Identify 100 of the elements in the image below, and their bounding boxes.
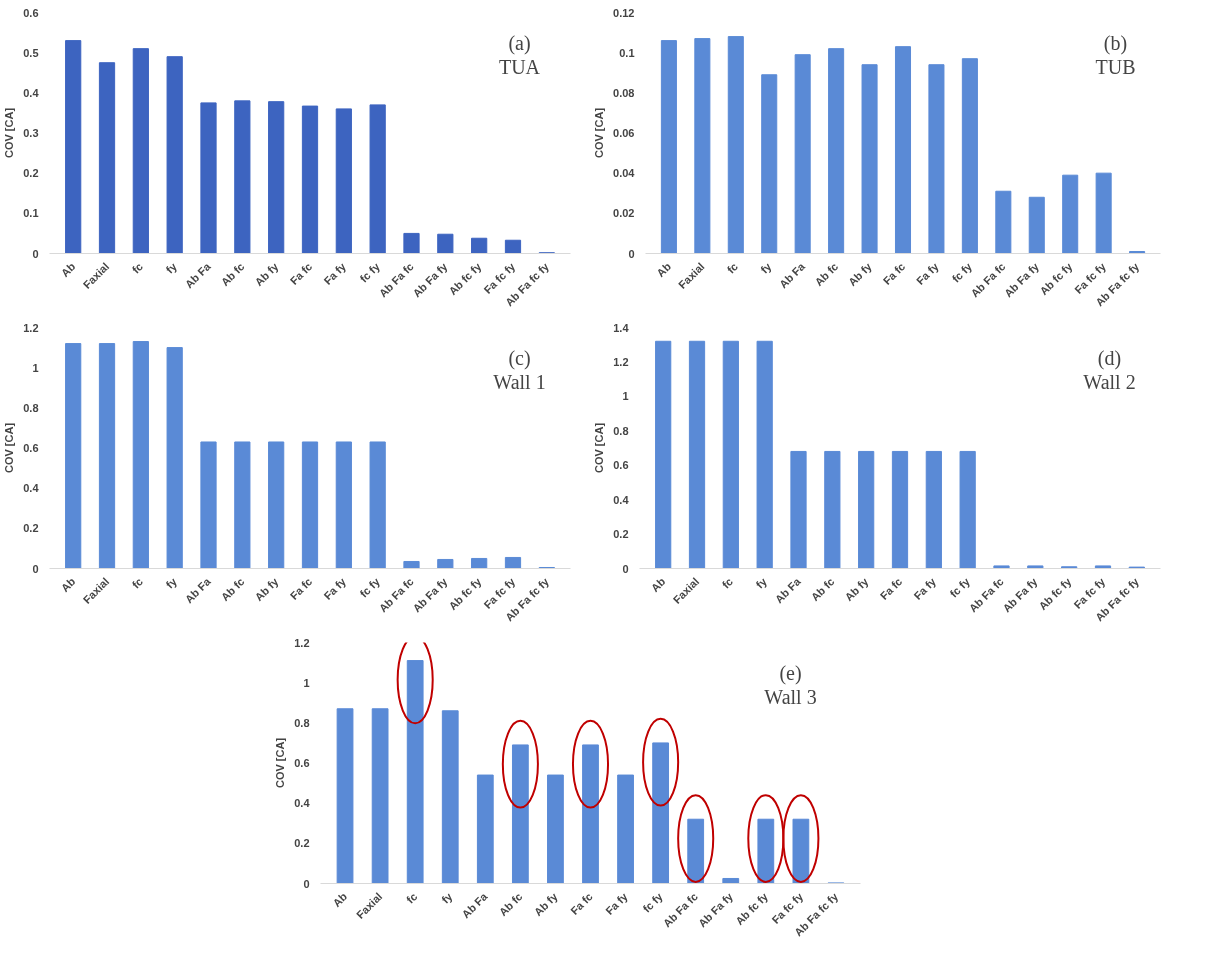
x-tick-label: Ab fy: [252, 259, 282, 289]
y-tick-label: 0.1: [619, 46, 635, 59]
x-tick-label: fc fy: [949, 259, 975, 285]
y-tick-label: 0.12: [613, 6, 635, 19]
x-tick-label: Fa fy: [321, 259, 349, 287]
x-tick-label: Ab Fa: [772, 574, 804, 606]
x-tick-label: Ab Fa: [776, 259, 808, 291]
x-tick-label: Ab Fa: [182, 259, 214, 291]
y-tick-label: 0.2: [294, 837, 310, 850]
x-tick-label: fc fy: [640, 889, 666, 915]
x-tick-label: Fa fy: [914, 259, 942, 287]
y-tick-label: 0.08: [613, 86, 635, 99]
x-tick-label: Ab fc fy: [1036, 574, 1075, 613]
x-tick-label: Ab: [654, 260, 674, 280]
y-tick-label: 0.02: [613, 207, 635, 220]
y-axis-title: COV [CA]: [274, 737, 287, 789]
y-tick-label: 1.2: [613, 355, 629, 368]
x-tick-label: fc fy: [357, 259, 383, 285]
y-tick-label: 0.5: [23, 46, 39, 59]
x-tick-label: Fa fy: [911, 574, 939, 602]
y-axis-title: COV [CA]: [3, 107, 16, 159]
x-tick-label: Ab fc fy: [446, 574, 485, 613]
y-tick-label: 0.1: [23, 207, 39, 220]
y-tick-label: 0.6: [613, 459, 629, 472]
annotation: TUB: [1095, 55, 1136, 78]
x-tick-label: Ab fc fy: [446, 259, 485, 298]
y-tick-label: 1.2: [294, 636, 310, 649]
y-tick-label: 0.06: [613, 127, 635, 139]
y-tick-label: 0.6: [294, 757, 310, 769]
x-tick-label: fc fy: [947, 574, 973, 600]
x-tick-label: Ab fy: [252, 574, 282, 604]
x-tick-label: Ab Fa: [459, 889, 491, 921]
y-tick-label: 0: [628, 247, 635, 260]
x-tick-label: Ab: [58, 575, 78, 595]
x-tick-label: Fa fc: [877, 575, 905, 602]
x-tick-label: Fa fc: [287, 575, 315, 602]
y-tick-label: 0.4: [23, 482, 40, 495]
annotation: Wall 2: [1083, 370, 1136, 393]
x-tick-label: Ab fc: [218, 575, 247, 604]
y-axis-title: COV [CA]: [593, 422, 606, 474]
y-tick-label: 1: [303, 676, 310, 689]
y-tick-label: 0.4: [23, 86, 40, 99]
annotation: Wall 1: [493, 370, 546, 393]
x-tick-label: Fa fy: [321, 574, 349, 602]
x-tick-label: fc fy: [357, 574, 383, 600]
y-tick-label: 0: [32, 247, 39, 260]
x-tick-label: fc: [129, 260, 146, 276]
y-tick-label: 0.3: [23, 127, 39, 139]
y-tick-label: 0.2: [23, 167, 39, 180]
x-tick-label: Ab fc: [218, 260, 247, 289]
y-tick-label: 0.4: [294, 797, 311, 810]
x-tick-label: Fa fy: [603, 889, 631, 917]
y-tick-label: 0.2: [613, 528, 629, 541]
annotation: (a): [508, 31, 531, 55]
x-tick-label: fc: [129, 575, 146, 591]
x-tick-label: Ab: [58, 260, 78, 280]
x-tick-label: Fa fc: [287, 260, 315, 287]
x-tick-label: Ab fc: [808, 575, 837, 604]
x-tick-label: fy: [163, 259, 180, 276]
y-tick-label: 0.6: [23, 442, 39, 454]
x-tick-label: fy: [753, 574, 770, 591]
y-tick-label: 0.4: [613, 493, 630, 506]
x-tick-label: Fa fc: [568, 890, 595, 917]
x-tick-label: Ab fy: [845, 259, 875, 289]
annotation: (c): [508, 346, 531, 370]
x-tick-label: Ab Fa: [182, 574, 214, 606]
y-tick-label: 1: [622, 390, 629, 403]
x-tick-label: Ab: [648, 575, 668, 595]
x-tick-label: fc: [724, 260, 741, 276]
annotation: TUA: [498, 55, 541, 78]
x-tick-label: Fa fc: [880, 260, 908, 287]
x-tick-label: Ab fc: [812, 260, 841, 289]
x-tick-label: fy: [163, 574, 180, 591]
x-tick-label: fy: [439, 889, 456, 906]
y-tick-label: 1.2: [23, 321, 39, 334]
y-tick-label: 0: [622, 562, 629, 575]
annotation: Wall 3: [764, 685, 817, 708]
x-tick-label: fy: [758, 259, 775, 276]
annotation: (e): [779, 661, 802, 685]
y-tick-label: 1.4: [613, 321, 630, 334]
y-axis-title: COV [CA]: [3, 422, 16, 474]
y-tick-label: 0: [32, 562, 39, 575]
x-tick-label: Ab fy: [842, 574, 872, 604]
y-axis-title: COV [CA]: [593, 107, 606, 159]
x-tick-label: fc: [404, 890, 420, 906]
y-tick-label: 0.04: [613, 167, 636, 180]
x-tick-label: Ab fy: [531, 889, 561, 919]
x-tick-label: Ab fc: [496, 890, 525, 919]
annotation: (d): [1097, 346, 1122, 370]
y-tick-label: 1: [32, 361, 39, 374]
x-tick-label: fc: [719, 575, 736, 591]
y-tick-label: 0.2: [23, 522, 39, 535]
y-tick-label: 0.8: [613, 424, 629, 437]
x-tick-label: Ab: [330, 890, 350, 910]
y-tick-label: 0.8: [23, 401, 39, 414]
y-tick-label: 0: [303, 877, 310, 890]
y-tick-label: 0.8: [294, 716, 310, 729]
annotation: (b): [1103, 31, 1128, 55]
y-tick-label: 0.6: [23, 6, 39, 19]
x-tick-label: Ab fc fy: [733, 889, 771, 928]
